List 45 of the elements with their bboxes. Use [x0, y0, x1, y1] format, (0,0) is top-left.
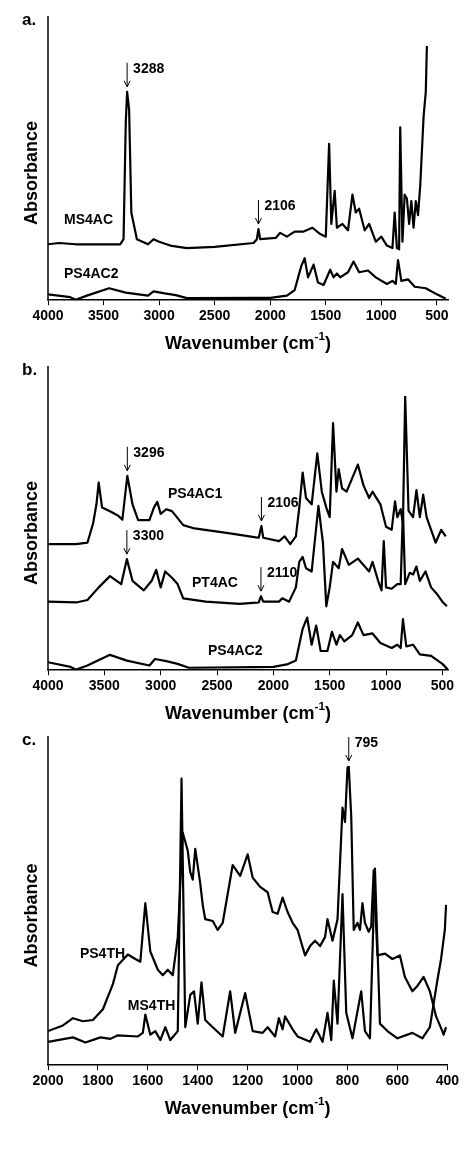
x-tick-label: 4000 — [32, 677, 64, 694]
x-tick-label: 600 — [385, 1072, 410, 1089]
chart-title: c. — [22, 730, 37, 750]
series-label: MS4TH — [127, 997, 176, 1014]
x-tick-label: 2000 — [32, 1072, 64, 1089]
x-tick-label: 1800 — [82, 1072, 114, 1089]
x-tick-label: 1400 — [182, 1072, 214, 1089]
series-label: MS4AC — [64, 210, 114, 227]
annotation: 2110 — [266, 564, 298, 581]
x-tick-label: 800 — [335, 1072, 360, 1089]
x-tick-label: 500 — [430, 677, 455, 694]
x-tick-label: 2000 — [257, 677, 290, 694]
x-tick-label: 1600 — [132, 1072, 164, 1089]
x-tick-label: 400 — [435, 1072, 460, 1089]
x-tick-label: 1500 — [310, 307, 342, 324]
series-label: PS4AC1 — [168, 485, 223, 502]
series-label: PS4AC2 — [208, 641, 263, 658]
chart-title: a. — [22, 10, 37, 30]
chart-title: b. — [22, 360, 38, 380]
y-axis-title: Absorbance — [20, 863, 41, 968]
x-tick-label: 3000 — [143, 307, 175, 324]
y-axis-title: Absorbance — [20, 481, 41, 586]
y-axis-title: Absorbance — [20, 121, 41, 226]
series-label: PS4TH — [79, 945, 126, 962]
x-tick-label: 3500 — [88, 677, 121, 694]
series-label: PS4AC2 — [64, 265, 119, 282]
legend-label: PT4AC — [192, 574, 238, 591]
annotation: 2106 — [264, 196, 296, 213]
x-tick-label: 4000 — [32, 307, 64, 324]
annotation: 2106 — [267, 493, 299, 510]
x-tick-label: 1000 — [365, 307, 398, 324]
annotation: 3288 — [133, 59, 165, 76]
x-tick-label: 2500 — [199, 307, 231, 324]
annotation: 795 — [354, 733, 379, 750]
x-tick-label: 500 — [425, 307, 449, 324]
annotation: 3300 — [132, 527, 165, 544]
annotation: 3296 — [133, 443, 165, 460]
x-tick-label: 1000 — [282, 1072, 314, 1089]
x-tick-label: 3000 — [145, 677, 177, 694]
x-tick-label: 1500 — [314, 677, 346, 694]
x-tick-label: 2000 — [254, 307, 286, 324]
x-tick-label: 1200 — [232, 1072, 264, 1089]
x-tick-label: 3500 — [87, 307, 120, 324]
x-tick-label: 1000 — [370, 677, 402, 694]
x-tick-label: 2500 — [201, 677, 233, 694]
